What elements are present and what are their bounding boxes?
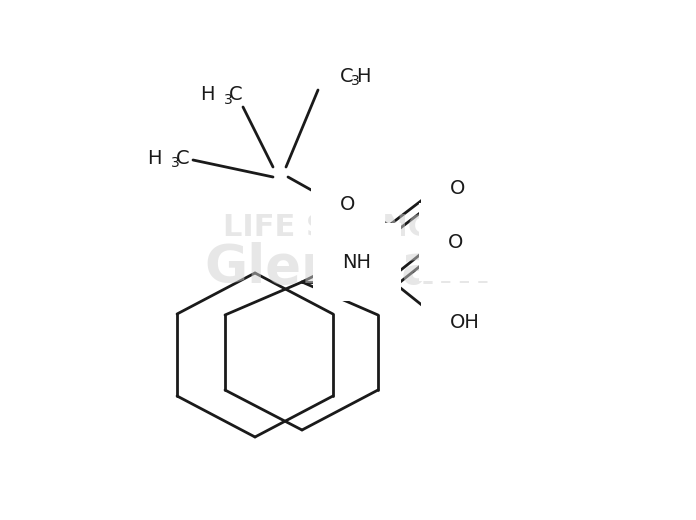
Text: Glentham: Glentham [204,242,492,294]
Text: H: H [148,149,162,167]
Text: 3: 3 [351,74,360,88]
Text: C: C [229,85,243,105]
Text: H: H [200,85,215,105]
Text: LIFE SCIENCES: LIFE SCIENCES [223,214,473,242]
Text: 3: 3 [224,93,232,107]
Text: O: O [340,196,356,214]
Text: 3: 3 [171,156,180,170]
Text: C: C [176,149,189,167]
Text: H: H [356,67,370,85]
Text: O: O [448,232,464,252]
Text: C: C [340,67,354,85]
Text: NH: NH [342,253,372,271]
Text: OH: OH [450,314,480,332]
Text: O: O [450,178,466,198]
